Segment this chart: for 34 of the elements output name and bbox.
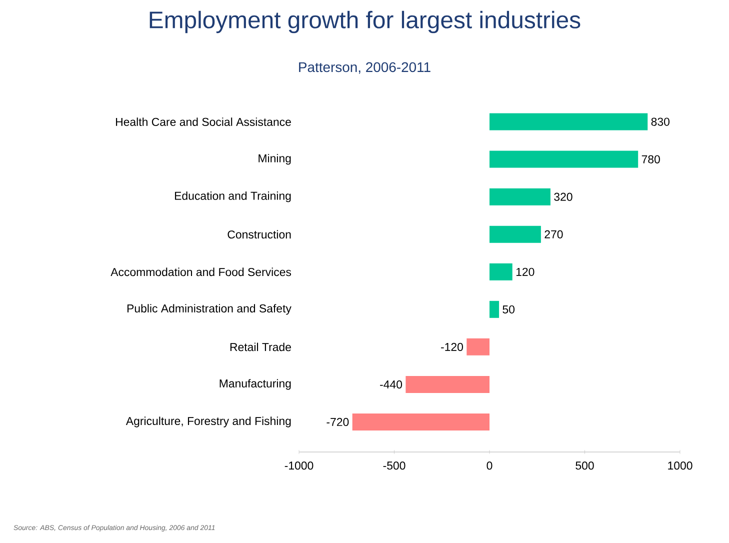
x-tick-label: 0	[486, 462, 492, 470]
bar	[406, 376, 490, 393]
y-tick-label: Manufacturing	[220, 379, 291, 390]
bar	[466, 338, 490, 356]
data-label: -120	[441, 342, 463, 351]
x-tick-label: -1000	[284, 462, 314, 470]
y-tick-label: Accommodation and Food Services	[110, 268, 292, 276]
y-tick-label: Retail Trade	[230, 342, 291, 352]
y-tick-label: Mining	[258, 154, 291, 165]
data-label: 830	[651, 118, 670, 126]
y-tick-label: Construction	[228, 230, 291, 239]
bar	[490, 263, 512, 280]
data-label: -720	[326, 418, 349, 426]
y-tick-label: Public Administration and Safety	[127, 304, 292, 315]
chart-subtitle: Patterson, 2006-2011	[299, 62, 430, 74]
y-tick-label: Education and Training	[175, 191, 291, 202]
bar	[490, 226, 541, 243]
data-label: 120	[516, 268, 534, 276]
data-label: 320	[554, 192, 572, 201]
data-label: 50	[502, 305, 515, 314]
data-label: 780	[642, 155, 660, 164]
bar	[490, 300, 500, 318]
y-tick-label: Agriculture, Forestry and Fishing	[126, 416, 291, 428]
bar	[352, 413, 490, 430]
x-tick-label: 1000	[668, 462, 692, 470]
chart-title: Employment growth for largest industries	[150, 10, 580, 34]
x-tick-label: 500	[576, 462, 594, 470]
x-tick-label: -500	[383, 462, 406, 470]
y-tick-label: Health Care and Social Assistance	[116, 118, 291, 126]
data-label: -440	[380, 380, 402, 389]
bar	[490, 188, 550, 206]
bar	[490, 113, 648, 130]
data-label: 270	[544, 230, 563, 238]
bar	[490, 150, 638, 168]
